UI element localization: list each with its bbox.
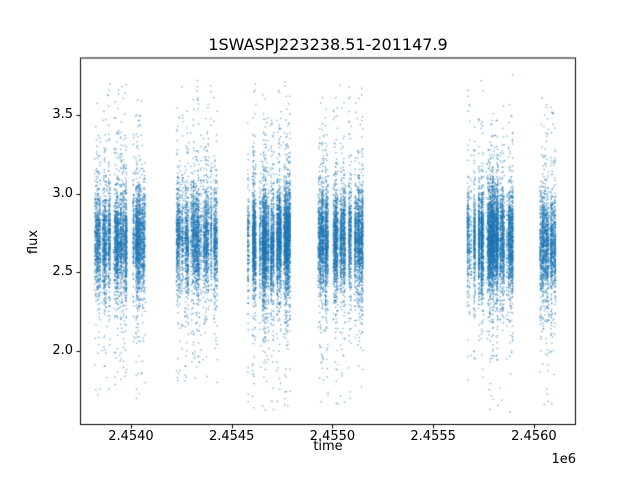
x-tick-label: 2.4545 (208, 429, 255, 444)
x-axis-label: time (313, 439, 343, 454)
y-tick-label: 3.0 (52, 185, 73, 201)
x-tick-label: 2.4540 (108, 429, 154, 444)
x-tick-label: 2.4550 (309, 429, 356, 444)
x-offset-label: 1e6 (551, 452, 576, 467)
chart-title: 1SWASPJ223238.51-201147.9 (208, 35, 448, 54)
y-tick-label: 2.0 (52, 342, 73, 358)
y-tick-label: 2.5 (52, 264, 73, 280)
y-axis-label: flux (26, 229, 41, 255)
x-tick-label: 2.4560 (511, 429, 557, 444)
y-tick-label: 3.5 (52, 107, 73, 123)
x-tick-label: 2.4555 (410, 429, 456, 444)
